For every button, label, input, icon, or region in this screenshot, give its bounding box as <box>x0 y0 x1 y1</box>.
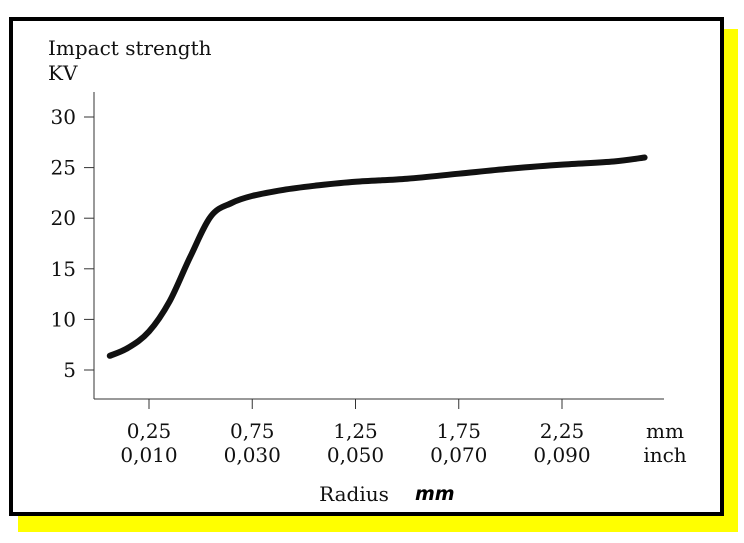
x-tick-label-inch: 0,010 <box>120 443 177 467</box>
y-tick-label: 5 <box>63 358 76 382</box>
x-tick-label-mm: 0,75 <box>230 419 275 443</box>
y-tick-label: 10 <box>51 307 76 331</box>
x-tick-label-mm: 0,25 <box>127 419 172 443</box>
y-tick-label: 30 <box>51 105 76 129</box>
y-tick-label: 15 <box>51 257 76 281</box>
x-unit-inch-label: inch <box>643 443 686 467</box>
x-axis-title-unit: mm <box>415 483 455 505</box>
x-axis-title: Radius <box>319 482 389 506</box>
x-tick-label-inch: 0,070 <box>430 443 487 467</box>
y-axis-title-line1: Impact strength <box>48 36 212 60</box>
impact-strength-curve <box>106 154 648 359</box>
chart-frame <box>9 17 724 516</box>
x-tick-label-mm: 1,25 <box>333 419 378 443</box>
x-tick-label-inch: 0,030 <box>224 443 281 467</box>
x-unit-mm-label: mm <box>646 419 684 443</box>
y-tick-label: 25 <box>51 156 76 180</box>
x-tick-label-inch: 0,090 <box>533 443 590 467</box>
y-tick-label: 20 <box>51 206 76 230</box>
x-tick-label-mm: 2,25 <box>540 419 585 443</box>
x-tick-label-mm: 1,75 <box>436 419 481 443</box>
x-tick-label-inch: 0,050 <box>327 443 384 467</box>
y-axis-title-line2: KV <box>48 61 78 85</box>
